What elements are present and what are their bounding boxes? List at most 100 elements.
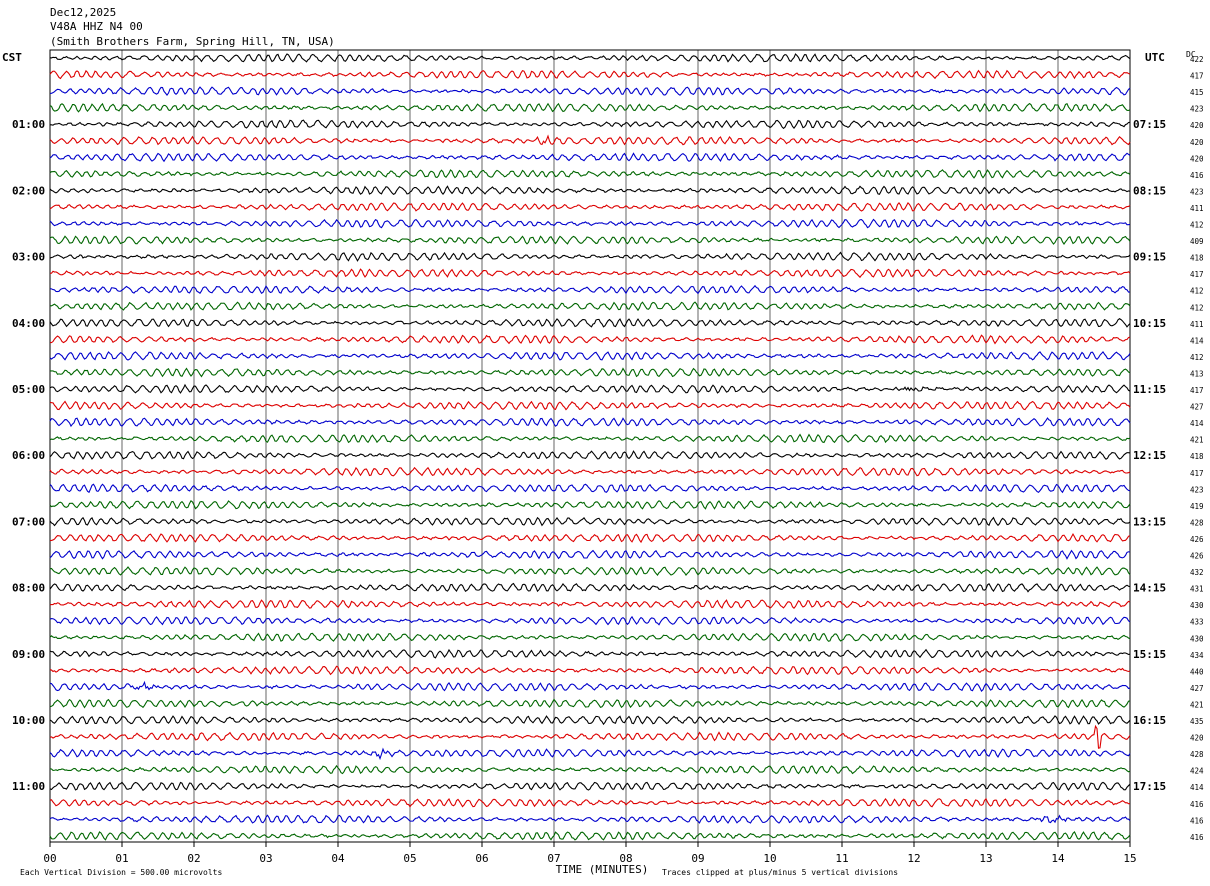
dc-offset-label: 416 [1190,833,1204,842]
dc-offset-label: 435 [1190,717,1204,726]
dc-offset-label: 432 [1190,568,1204,577]
left-hour-label: 09:00 [12,648,45,661]
right-hour-label: 15:15 [1133,648,1166,661]
right-hour-labels: 07:15 08:15 09:15 10:15 11:15 12:15 13:15 14:15… [1133,118,1166,793]
trace-line [49,648,1131,659]
x-tick-label: 12 [907,852,920,865]
dc-offset-label: 428 [1190,750,1204,759]
trace-line [49,715,1131,726]
dc-offset-label: 417 [1190,72,1204,81]
dc-offset-label: 421 [1190,436,1204,445]
trace-line [49,632,1131,642]
seismic-traces [49,53,1131,841]
trace-line [49,483,1131,494]
dc-offset-label: 417 [1190,386,1204,395]
trace-line [49,201,1131,212]
left-hour-labels: 01:00 02:00 03:00 04:00 05:00 06:00 07:00 08:00… [12,118,45,793]
trace-line [49,532,1131,544]
trace-line [49,549,1131,560]
trace-line [49,334,1131,345]
x-tick-label: 02 [187,852,200,865]
dc-offset-label: 434 [1190,651,1204,660]
dc-offset-label: 416 [1190,800,1204,809]
dc-offset-label: 414 [1190,783,1204,792]
dc-offset-label: 426 [1190,535,1204,544]
trace-line [49,169,1131,179]
dc-offset-label: 422 [1190,55,1204,64]
dc-offset-label: 423 [1190,187,1204,196]
trace-line [49,367,1131,378]
dc-offset-label: 430 [1190,634,1204,643]
dc-offset-label: 412 [1190,353,1204,362]
x-tick-label: 05 [403,852,416,865]
dc-offset-label: 412 [1190,287,1204,296]
right-hour-label: 12:15 [1133,449,1166,462]
dc-offset-label: 417 [1190,270,1204,279]
clip-note: Traces clipped at plus/minus 5 vertical … [662,868,898,877]
dc-offset-label: 409 [1190,237,1204,246]
trace-line [49,53,1131,63]
trace-line [49,665,1131,676]
trace-line [49,516,1131,527]
x-tick-label: 04 [331,852,345,865]
left-zone-label: CST [2,51,22,64]
dc-offset-label: 431 [1190,585,1204,594]
right-hour-label: 10:15 [1133,317,1166,330]
x-tick-label: 13 [979,852,992,865]
trace-line [49,152,1131,163]
trace-line [49,499,1131,510]
trace-line [49,450,1131,460]
dc-offset-label: 427 [1190,403,1204,412]
trace-line [49,830,1131,841]
trace-line [49,69,1131,80]
x-tick-label: 06 [475,852,488,865]
dc-offset-label: 420 [1190,734,1204,743]
dc-offset-label: 416 [1190,171,1204,180]
left-hour-label: 06:00 [12,449,45,462]
dc-offset-label: 420 [1190,138,1204,147]
trace-line [49,814,1131,824]
right-zone-label: UTC [1145,51,1165,64]
dc-offset-labels: 422 417 415 423 420 420 420 416 423 411 412 409 418 4… [1190,55,1204,842]
x-tick-label: 07 [547,852,560,865]
dc-offset-label: 423 [1190,105,1204,114]
header-date: Dec12,2025 [50,6,116,19]
trace-line [49,797,1131,808]
left-hour-label: 11:00 [12,780,45,793]
trace-line [49,383,1131,394]
x-tick-label: 15 [1123,852,1136,865]
dc-offset-label: 415 [1190,88,1204,97]
dc-offset-label: 433 [1190,618,1204,627]
x-tick-label: 03 [259,852,272,865]
trace-line [49,218,1131,229]
left-hour-label: 02:00 [12,184,45,197]
right-hour-label: 16:15 [1133,714,1166,727]
dc-offset-label: 427 [1190,684,1204,693]
x-tick-label: 10 [763,852,776,865]
header-location: (Smith Brothers Farm, Spring Hill, TN, U… [50,35,335,48]
dc-offset-label: 423 [1190,485,1204,494]
right-hour-label: 17:15 [1133,780,1166,793]
trace-line [49,350,1131,361]
dc-label: DC [1186,50,1196,59]
trace-line [49,566,1131,577]
trace-line [49,185,1131,195]
trace-line [49,466,1131,477]
x-tick-label: 01 [115,852,128,865]
right-hour-label: 07:15 [1133,118,1166,131]
dc-offset-label: 421 [1190,700,1204,709]
trace-line [49,698,1131,709]
trace-line [49,102,1131,113]
dc-offset-label: 413 [1190,369,1204,378]
dc-offset-label: 412 [1190,303,1204,312]
trace-line [49,251,1131,262]
x-tick-label: 14 [1051,852,1065,865]
dc-offset-label: 411 [1190,204,1204,213]
x-tick-label: 00 [43,852,56,865]
left-hour-label: 03:00 [12,251,45,264]
right-hour-label: 13:15 [1133,515,1166,528]
trace-line [49,433,1131,444]
x-tick-label: 11 [835,852,848,865]
trace-line [49,318,1131,328]
